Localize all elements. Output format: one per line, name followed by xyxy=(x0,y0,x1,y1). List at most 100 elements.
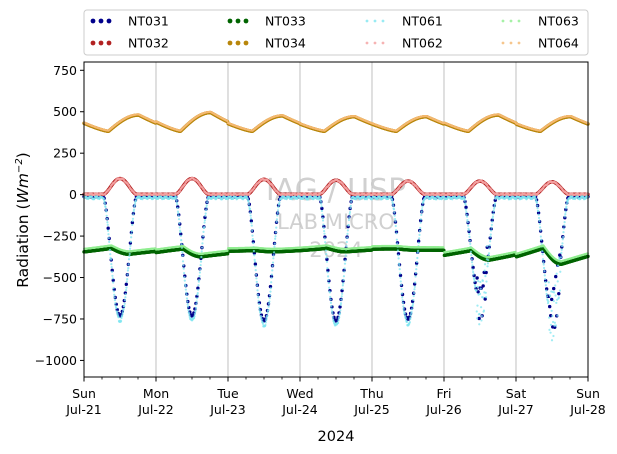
data-point xyxy=(348,216,351,219)
data-point xyxy=(247,200,250,203)
data-point xyxy=(476,304,479,307)
data-point xyxy=(201,242,204,245)
legend-entry: NT064 xyxy=(501,36,579,51)
legend-marker xyxy=(501,19,505,23)
data-point xyxy=(249,211,252,214)
data-point xyxy=(269,287,272,290)
data-point xyxy=(468,232,471,236)
data-point xyxy=(198,278,201,281)
data-point xyxy=(103,199,106,202)
legend-label: NT031 xyxy=(128,14,169,29)
data-point xyxy=(345,244,348,248)
data-point xyxy=(178,222,181,225)
data-point xyxy=(329,301,333,304)
data-point xyxy=(346,232,349,235)
data-point xyxy=(195,297,199,300)
data-point xyxy=(112,290,115,293)
data-point xyxy=(324,241,327,244)
data-point xyxy=(105,217,109,220)
data-point xyxy=(344,254,347,257)
data-point xyxy=(337,321,340,325)
data-point xyxy=(451,198,454,201)
data-point xyxy=(204,209,208,212)
data-point xyxy=(111,278,115,282)
legend-entry: NT061 xyxy=(365,14,443,29)
data-point xyxy=(124,296,127,299)
data-point xyxy=(199,268,202,271)
data-point xyxy=(255,277,258,280)
legend-entry: NT063 xyxy=(501,14,579,29)
data-point xyxy=(326,271,329,274)
data-point xyxy=(131,217,135,220)
data-point xyxy=(401,301,405,305)
data-point xyxy=(493,205,496,209)
data-point xyxy=(486,262,490,265)
data-point xyxy=(132,210,135,213)
data-point xyxy=(416,249,420,252)
data-point xyxy=(399,276,402,279)
data-point xyxy=(340,295,343,298)
data-point xyxy=(391,202,394,205)
data-point xyxy=(260,318,263,322)
data-point xyxy=(480,319,483,322)
legend-marker xyxy=(365,19,369,23)
data-point xyxy=(490,229,493,232)
data-point xyxy=(195,302,198,306)
data-point xyxy=(128,247,132,250)
data-point xyxy=(193,315,196,318)
data-point xyxy=(203,221,206,224)
data-point xyxy=(250,224,253,227)
data-point xyxy=(326,275,330,278)
data-point xyxy=(134,199,137,202)
data-point xyxy=(329,295,332,299)
data-point xyxy=(197,288,200,291)
data-point xyxy=(321,219,325,222)
data-point xyxy=(124,293,127,296)
data-point xyxy=(271,269,274,272)
data-point xyxy=(123,302,126,305)
data-point xyxy=(134,202,137,205)
data-point xyxy=(400,292,403,295)
data-point xyxy=(330,304,333,308)
data-point xyxy=(115,307,118,310)
data-point xyxy=(554,274,558,279)
data-point xyxy=(226,198,230,201)
data-point xyxy=(409,313,412,317)
legend-box xyxy=(83,9,589,56)
data-point xyxy=(323,237,326,240)
data-point xyxy=(494,202,497,205)
data-point xyxy=(416,251,419,254)
data-point xyxy=(121,311,124,314)
data-point xyxy=(205,206,208,209)
legend-marker xyxy=(106,18,112,24)
data-point xyxy=(475,276,479,280)
data-point xyxy=(322,226,325,229)
legend-marker xyxy=(235,40,241,46)
data-point xyxy=(404,317,407,320)
data-point xyxy=(419,226,422,230)
data-point xyxy=(256,289,259,292)
data-point xyxy=(481,279,484,283)
data-point xyxy=(346,229,349,232)
data-point xyxy=(184,288,187,291)
data-point xyxy=(119,319,123,323)
data-point xyxy=(108,248,112,252)
data-point xyxy=(331,312,334,315)
data-point xyxy=(186,303,189,306)
data-point xyxy=(326,267,329,270)
data-point xyxy=(337,319,340,322)
data-point xyxy=(108,240,111,243)
data-point xyxy=(464,205,468,210)
data-point xyxy=(121,313,124,316)
data-point xyxy=(249,219,254,223)
data-point xyxy=(111,277,114,280)
data-point xyxy=(253,254,256,257)
data-point xyxy=(274,237,277,240)
legend-marker xyxy=(227,18,233,24)
data-point xyxy=(415,260,419,264)
data-point xyxy=(548,304,552,309)
data-point xyxy=(133,204,136,207)
legend-marker xyxy=(381,41,385,45)
data-point xyxy=(489,233,492,236)
